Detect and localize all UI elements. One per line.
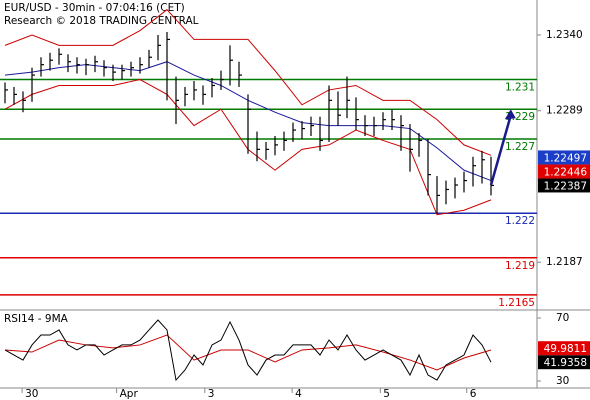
rsi-line (4, 319, 492, 382)
price-tag (538, 150, 590, 165)
price-tag-label: 1.22497 (544, 152, 587, 164)
price-tag-label: 41.9358 (544, 357, 587, 369)
upper-band (4, 9, 492, 156)
price-tag (538, 164, 590, 179)
price-tag (538, 341, 590, 356)
chart-subtitle: Research © 2018 TRADING CENTRAL (4, 15, 199, 27)
y-tick-label: 70 (556, 312, 569, 324)
level-label: 1.231 (505, 82, 535, 94)
x-tick-label: 5 (383, 388, 390, 400)
forecast-arrow (489, 114, 513, 186)
level-label: 1.227 (505, 141, 535, 153)
level-label: 1.219 (505, 260, 535, 272)
arrow-head (504, 109, 516, 120)
y-tick-label: 30 (556, 375, 569, 387)
price-tag (538, 178, 590, 193)
price-tag-label: 1.22387 (544, 180, 587, 192)
rsi-title: RSI14 - 9MA (4, 313, 69, 325)
x-tick-label: 6 (470, 388, 477, 400)
x-tick-label: Apr (120, 388, 139, 400)
level-label: 1.2165 (498, 297, 535, 309)
y-tick-label: 1.2340 (546, 29, 583, 41)
price-tag-label: 49.9811 (544, 343, 587, 355)
price-tag-label: 1.22446 (544, 166, 588, 178)
y-tick-label: 1.2289 (546, 105, 583, 117)
chart-title: EUR/USD - 30min - 07:04:16 (CET) (4, 2, 185, 14)
x-tick-label: 3 (208, 388, 215, 400)
x-tick-label: 4 (295, 388, 302, 400)
x-tick-label: 30 (25, 388, 38, 400)
y-tick-label: 1.2187 (546, 256, 583, 268)
level-label: 1.222 (505, 215, 535, 227)
price-tag (538, 355, 590, 370)
